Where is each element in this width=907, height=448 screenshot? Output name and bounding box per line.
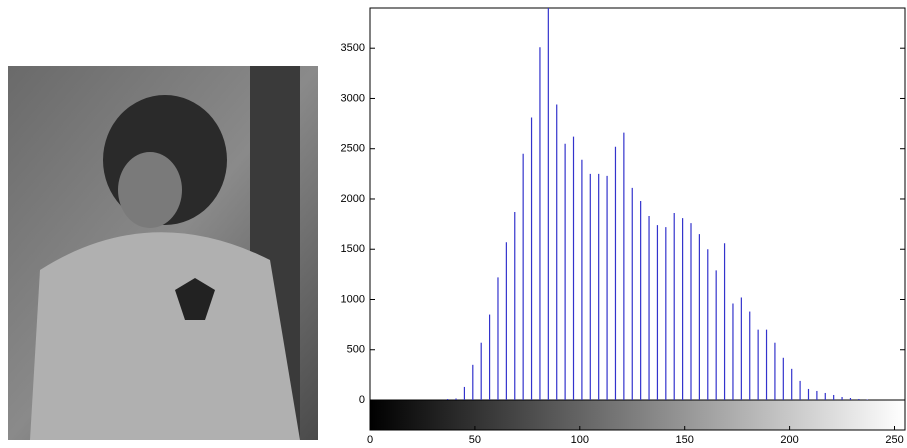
x-tick-label: 0	[367, 434, 373, 446]
x-tick-label: 250	[885, 434, 903, 446]
plot-frame	[369, 7, 906, 401]
y-tick-label: 2500	[341, 143, 365, 155]
y-tick-label: 1000	[341, 293, 365, 305]
photo	[8, 66, 318, 440]
y-tick-label: 0	[359, 394, 365, 406]
y-tick-label: 3500	[341, 42, 365, 54]
y-tick-label: 3000	[341, 92, 365, 104]
y-tick-label: 1500	[341, 243, 365, 255]
x-tick-label: 50	[469, 434, 481, 446]
colorbar	[369, 399, 906, 431]
y-tick-label: 2000	[341, 193, 365, 205]
y-tick-label: 500	[347, 344, 365, 356]
x-tick-label: 100	[571, 434, 589, 446]
plot-area	[447, 8, 868, 400]
x-tick-label: 150	[676, 434, 694, 446]
x-tick-label: 200	[780, 434, 798, 446]
